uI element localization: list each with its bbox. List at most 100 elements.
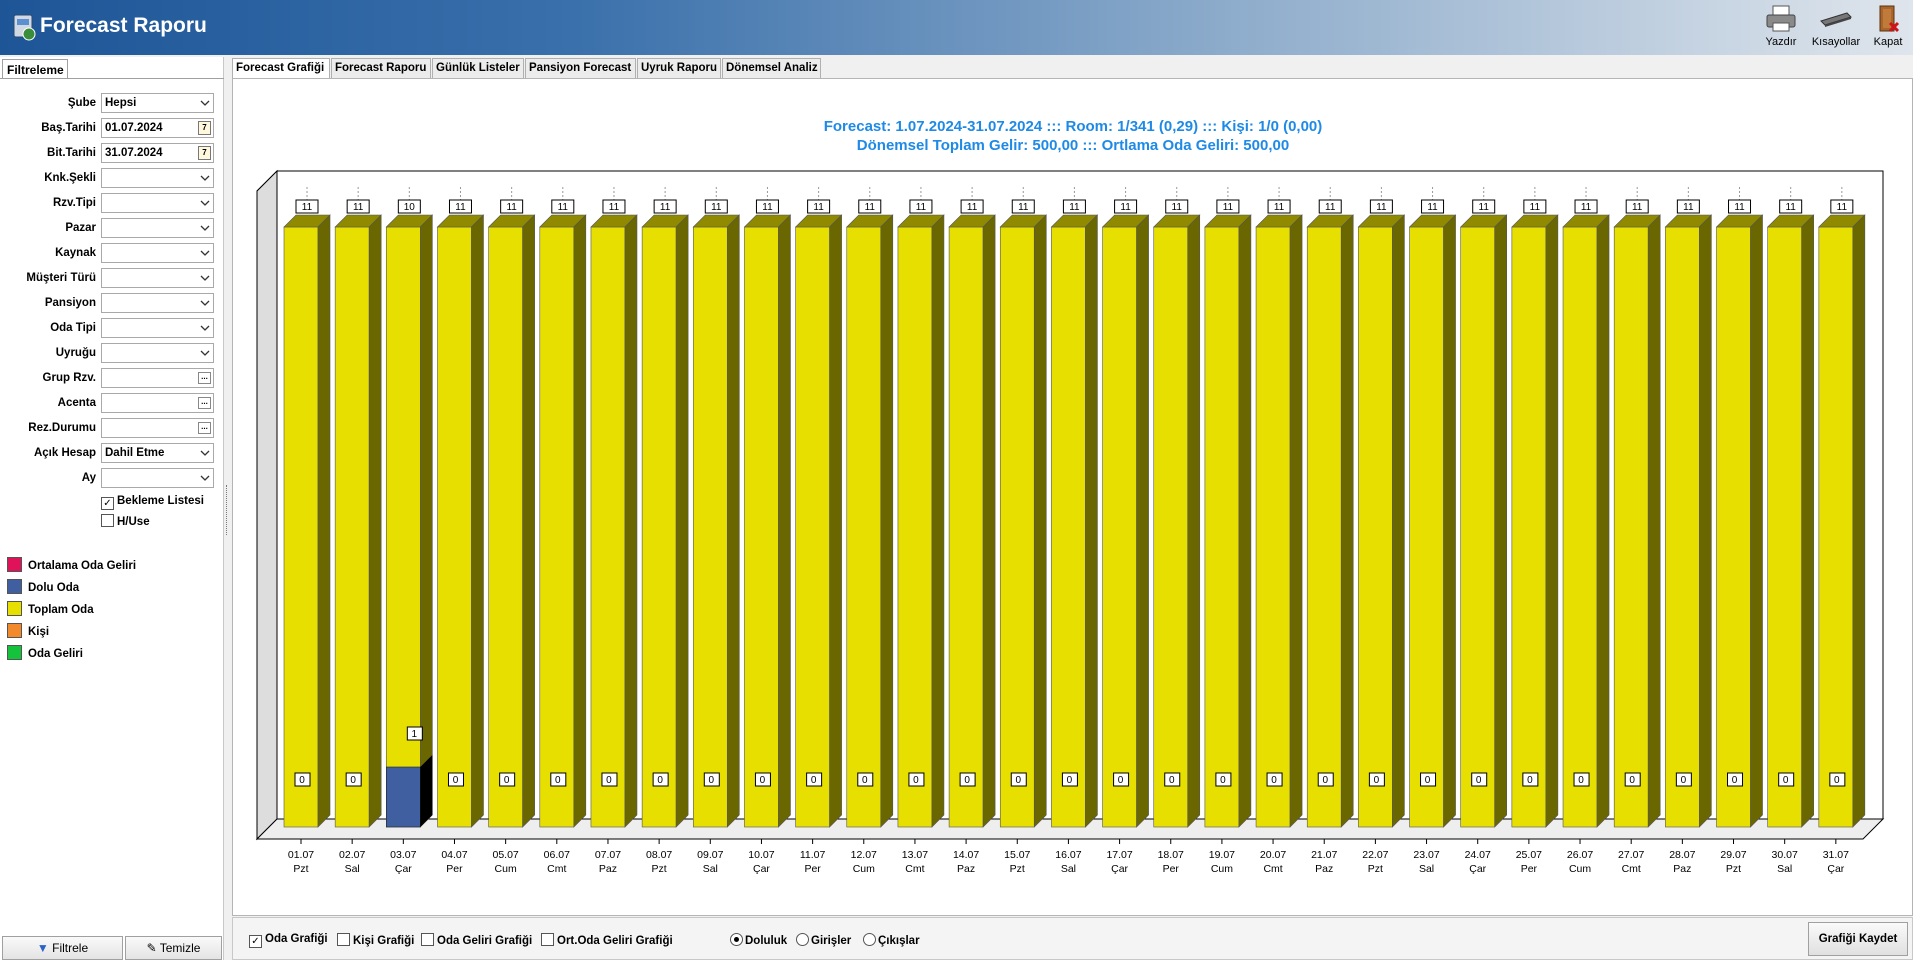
chevron-down-icon[interactable] [200,323,210,333]
filter-tab-divider [0,78,224,79]
tab-gunluk-listeler[interactable]: Günlük Listeler [432,58,524,78]
chevron-down-icon[interactable] [200,448,210,458]
filled-label-box [601,772,618,787]
bar-side [1596,214,1610,828]
huse-check-box[interactable] [101,514,114,527]
chevron-down-icon[interactable] [200,248,210,258]
radio-cikislar[interactable]: Çıkışlar [863,933,920,947]
save-chart-button[interactable]: Grafiği Kaydet [1808,922,1908,956]
total-value-label: 11 [506,202,517,213]
total-label-box [1216,199,1240,214]
chevron-down-icon[interactable] [200,223,210,233]
filled-value-label: 0 [504,775,510,786]
ellipsis-icon[interactable]: ... [198,422,211,434]
date-field[interactable]: 01.07.2024 7 [101,118,214,138]
bar-side [1136,214,1149,828]
panel-splitter[interactable] [226,485,229,535]
shortcuts-button[interactable]: Kısayollar [1808,3,1864,53]
filter-dropdown[interactable] [101,468,214,488]
lookup-field[interactable]: ... [101,368,214,388]
x-tick-label: 01.07 [288,849,314,861]
chevron-down-icon[interactable] [200,198,210,208]
filter-dropdown[interactable] [101,268,214,288]
tab-filtreleme[interactable]: Filtreleme [2,59,68,79]
filled-label-box [447,772,464,787]
ellipsis-icon[interactable]: ... [198,372,211,384]
filled-value-label: 0 [862,775,868,786]
date-field[interactable]: 31.07.2024 7 [101,143,214,163]
app-icon [13,14,36,41]
tab-forecast-grafigi[interactable]: Forecast Grafiği [232,58,330,79]
option-ort-oda-geliri-grafigi-label: Ort.Oda Geliri Grafiği [557,935,673,947]
chevron-down-icon[interactable] [200,98,210,108]
legend-label: Dolu Oda [28,582,80,594]
tab-forecast-raporu[interactable]: Forecast Raporu [331,58,431,78]
filter-dropdown[interactable] [101,293,214,313]
chart-area: Forecast: 1.07.2024-31.07.2024 ::: Room:… [232,78,1913,916]
print-button[interactable]: Yazdır [1755,3,1807,53]
filled-label-box [908,772,925,787]
x-tick-label: 25.07 [1516,849,1542,861]
legend-item: Ortalama Oda Geliri [7,557,136,573]
x-tick-label: 10.07 [748,849,774,861]
filter-row: Uyruğu [0,343,224,364]
filter-button[interactable]: ▼ Filtrele [2,936,123,960]
bar-toplam-oda [1767,226,1802,828]
filled-label-box [754,772,771,787]
calendar-icon[interactable]: 7 [198,121,211,135]
filter-dropdown[interactable] [101,218,214,238]
filter-dropdown[interactable]: Hepsi [101,93,214,113]
filter-dropdown[interactable] [101,243,214,263]
total-value-label: 11 [1581,202,1592,213]
filter-label: Knk.Şekli [44,172,96,184]
filter-label: Müşteri Türü [26,272,96,284]
waitlist-checkbox[interactable]: ✓ Bekleme Listesi [101,495,204,511]
filter-dropdown[interactable] [101,343,214,363]
bar-side [982,214,996,828]
waitlist-check-box[interactable]: ✓ [101,497,114,510]
legend-label: Ortalama Oda Geliri [28,560,137,572]
x-tick-label: 02.07 [339,849,365,861]
filter-label: Oda Tipi [50,322,96,334]
filled-value-label: 0 [1681,775,1687,786]
close-button[interactable]: Kapat [1866,3,1910,53]
filter-row: Oda Tipi [0,318,224,339]
x-day-label: Çar [1469,863,1486,875]
radio-doluluk[interactable]: Doluluk [730,933,787,947]
chevron-down-icon[interactable] [200,298,210,308]
filter-dropdown[interactable] [101,193,214,213]
option-oda-geliri-grafigi[interactable]: Oda Geliri Grafiği [421,933,532,947]
x-tick-label: 31.07 [1823,849,1849,861]
lookup-field[interactable]: ... [101,418,214,438]
lookup-field[interactable]: ... [101,393,214,413]
x-tick-label: 12.07 [851,849,877,861]
tab-pansiyon-forecast[interactable]: Pansiyon Forecast [525,58,636,78]
option-kisi-grafigi[interactable]: Kişi Grafiği [337,933,414,947]
tab-donemsel-analiz[interactable]: Dönemsel Analiz [722,58,821,78]
chevron-down-icon[interactable] [200,273,210,283]
radio-girisler[interactable]: Girişler [796,933,851,947]
x-day-label: Çar [753,863,770,875]
filled-value-label: 0 [1834,775,1840,786]
filter-dropdown[interactable] [101,318,214,338]
x-day-label: Cum [1569,863,1591,875]
clear-button[interactable]: ✎ Temizle [125,936,222,960]
total-label-box [1267,199,1291,214]
option-oda-geliri-grafigi-label: Oda Geliri Grafiği [437,935,533,947]
total-value-label: 11 [711,202,722,213]
chevron-down-icon[interactable] [200,348,210,358]
calendar-icon[interactable]: 7 [198,146,211,160]
total-value-label: 11 [660,202,671,213]
filter-dropdown[interactable] [101,168,214,188]
filter-dropdown[interactable]: Dahil Etme [101,443,214,463]
x-tick-label: 04.07 [441,849,467,861]
option-oda-grafigi[interactable]: ✓ Oda Grafiği [249,933,328,948]
chevron-down-icon[interactable] [200,473,210,483]
legend-swatch [7,579,22,594]
bar-toplam-oda [334,226,370,828]
huse-checkbox[interactable]: H/Use [101,514,150,530]
ellipsis-icon[interactable]: ... [198,397,211,409]
tab-uyruk-raporu[interactable]: Uyruk Raporu [637,58,721,78]
chevron-down-icon[interactable] [200,173,210,183]
option-ort-oda-geliri-grafigi[interactable]: Ort.Oda Geliri Grafiği [541,933,673,947]
